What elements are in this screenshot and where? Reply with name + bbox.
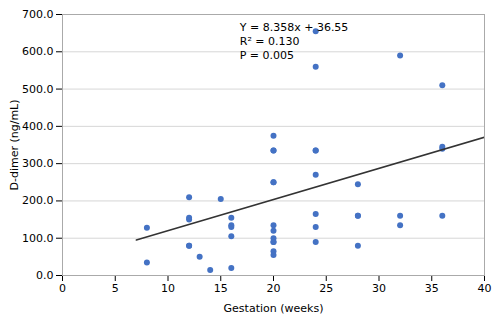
svg-text:0.0: 0.0: [36, 269, 54, 282]
svg-text:700.0: 700.0: [22, 8, 54, 21]
svg-text:Y = 8.358x + 36.55R² = 0.130P: Y = 8.358x + 36.55R² = 0.130P = 0.005: [239, 21, 349, 63]
svg-text:35: 35: [425, 282, 439, 295]
svg-text:Gestation (weeks): Gestation (weeks): [224, 302, 324, 315]
svg-text:40: 40: [478, 282, 492, 295]
svg-text:500.0: 500.0: [22, 83, 54, 96]
svg-text:0: 0: [59, 282, 66, 295]
svg-text:100.0: 100.0: [22, 232, 54, 245]
svg-text:400.0: 400.0: [22, 120, 54, 133]
svg-text:D-dimer (ng/mL): D-dimer (ng/mL): [8, 99, 21, 190]
svg-text:15: 15: [214, 282, 228, 295]
svg-text:200.0: 200.0: [22, 194, 54, 207]
svg-text:5: 5: [112, 282, 119, 295]
svg-text:10: 10: [161, 282, 175, 295]
svg-text:600.0: 600.0: [22, 45, 54, 58]
svg-text:300.0: 300.0: [22, 157, 54, 170]
svg-text:20: 20: [267, 282, 281, 295]
svg-text:30: 30: [372, 282, 386, 295]
svg-text:25: 25: [319, 282, 333, 295]
